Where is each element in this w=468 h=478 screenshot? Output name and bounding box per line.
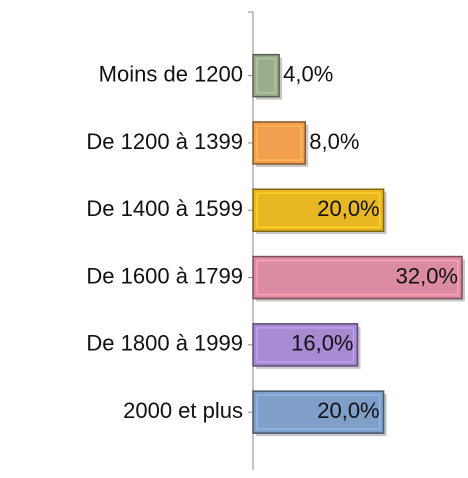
category-label: 2000 et plus <box>123 398 243 423</box>
bar-bevel <box>256 57 276 94</box>
bar <box>252 255 463 300</box>
category-label: De 1200 à 1399 <box>86 129 243 154</box>
value-label: 32,0% <box>396 263 458 288</box>
bar-bevel <box>256 259 459 296</box>
bar-bevel <box>256 327 355 363</box>
category-label: De 1600 à 1799 <box>86 263 243 288</box>
value-label: 4,0% <box>283 61 333 86</box>
bar <box>252 390 385 434</box>
value-label: 20,0% <box>317 398 379 423</box>
category-label: De 1400 à 1599 <box>86 196 243 221</box>
bar <box>252 323 359 367</box>
bar-bevel <box>256 125 302 161</box>
category-label: Moins de 1200 <box>99 61 243 86</box>
bar-bevel <box>256 394 381 430</box>
bar <box>252 188 385 232</box>
value-label: 20,0% <box>317 196 379 221</box>
bar-bevel <box>256 192 381 228</box>
value-label: 16,0% <box>291 331 353 356</box>
category-label: De 1800 à 1999 <box>86 331 243 356</box>
bar <box>252 121 306 165</box>
value-label: 8,0% <box>309 129 359 154</box>
